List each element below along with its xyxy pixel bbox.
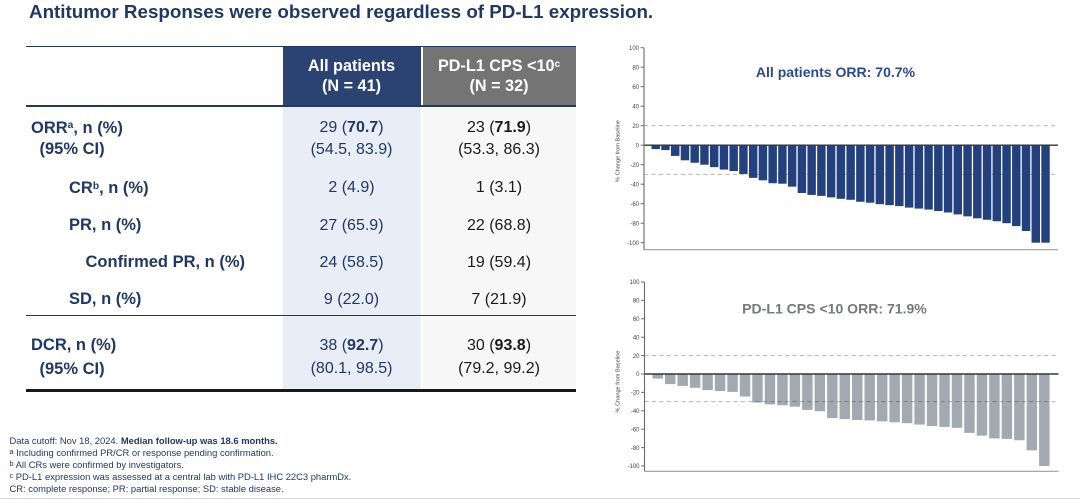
svg-text:-60: -60 bbox=[631, 427, 640, 433]
svg-text:-100: -100 bbox=[627, 241, 640, 247]
svg-text:-60: -60 bbox=[630, 202, 639, 208]
svg-text:100: 100 bbox=[629, 46, 640, 52]
svg-text:40: 40 bbox=[632, 104, 639, 110]
svg-text:20: 20 bbox=[632, 124, 639, 130]
svg-text:-20: -20 bbox=[631, 391, 640, 397]
svg-text:-80: -80 bbox=[630, 221, 639, 227]
svg-text:All patients ORR: 70.7%: All patients ORR: 70.7% bbox=[756, 64, 916, 80]
svg-text:PD-L1 CPS <10 ORR: 71.9%: PD-L1 CPS <10 ORR: 71.9% bbox=[742, 300, 927, 316]
svg-text:-40: -40 bbox=[631, 409, 640, 415]
svg-text:-80: -80 bbox=[631, 446, 640, 452]
svg-text:-40: -40 bbox=[630, 182, 639, 188]
svg-text:80: 80 bbox=[632, 65, 639, 71]
svg-text:100: 100 bbox=[629, 280, 640, 286]
svg-text:60: 60 bbox=[632, 85, 639, 91]
svg-text:60: 60 bbox=[633, 317, 640, 323]
svg-text:0: 0 bbox=[636, 372, 640, 378]
svg-text:40: 40 bbox=[633, 335, 640, 341]
svg-text:-20: -20 bbox=[630, 163, 639, 169]
svg-text:% Change from Baseline: % Change from Baseline bbox=[616, 351, 622, 413]
svg-text:80: 80 bbox=[633, 299, 640, 305]
svg-text:% Change from Baseline: % Change from Baseline bbox=[616, 120, 622, 182]
svg-text:0: 0 bbox=[636, 143, 640, 149]
svg-text:-100: -100 bbox=[627, 464, 640, 470]
svg-text:20: 20 bbox=[633, 354, 640, 360]
